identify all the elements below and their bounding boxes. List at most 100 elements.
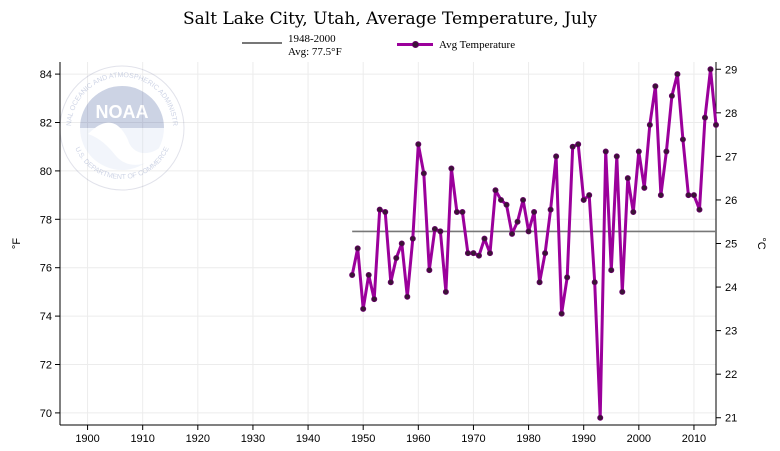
data-point [492,187,499,194]
axis-labels: 1900 1910 1920 1930 1940 1950 1960 1970 1980 1990… [11,64,767,445]
data-point [652,83,659,90]
data-point [387,279,394,286]
data-point [542,250,549,257]
data-point [464,250,471,257]
x-tick-label: 2000 [627,433,651,445]
data-point [404,293,411,300]
data-point [360,305,367,312]
data-point [707,66,714,73]
data-point [690,192,697,199]
data-point [619,288,626,295]
data-point [608,267,615,274]
data-point [498,196,505,203]
data-point [674,71,681,78]
x-tick-label: 2010 [682,433,706,445]
data-point [641,184,648,191]
y2-tick-label: 21 [725,413,737,425]
legend-series-label: Avg Temperature [439,39,516,51]
data-point [602,148,609,155]
data-point [646,121,653,128]
data-point [349,271,356,278]
grid [60,62,716,425]
data-point [657,192,664,199]
data-point [635,148,642,155]
data-point [415,141,422,148]
data-point [597,414,604,421]
data-point [486,250,493,257]
x-tick-label: 1940 [296,433,320,445]
data-point [569,143,576,150]
legend-baseline-swatch [242,42,282,44]
data-point [547,206,554,213]
data-point [453,209,460,216]
data-point [459,209,466,216]
data-point [431,225,438,232]
x-tick-label: 1930 [241,433,265,445]
x-tick-label: 1900 [75,433,99,445]
y-tick-label: 76 [40,263,52,275]
legend-baseline-label: 1948-2000 [288,33,336,45]
y2-tick-label: 22 [725,369,737,381]
noaa-logo-text: NOAA [96,102,149,122]
data-point [426,267,433,274]
y-tick-label: 72 [40,360,52,372]
legend-series-entry[interactable]: Avg Temperature [397,37,557,53]
x-tick-label: 1990 [571,433,595,445]
data-point [580,196,587,203]
data-point [668,92,675,99]
data-point [696,206,703,213]
y2-tick-label: 27 [725,151,737,163]
data-point [514,218,521,225]
data-point [376,206,383,213]
data-point [509,230,516,237]
y2-tick-label: 28 [725,108,737,120]
data-point [685,192,692,199]
y-tick-label: 80 [40,166,52,178]
x-tick-label: 1960 [406,433,430,445]
data-point [586,192,593,199]
y-tick-label: 82 [40,118,52,130]
x-tick-label: 1920 [186,433,210,445]
legend-series-marker [412,41,419,48]
data-point [624,175,631,182]
data-point [520,196,527,203]
legend-baseline-avg-label: Avg: 77.5°F [288,46,342,58]
x-tick-label: 1910 [130,433,154,445]
y2-axis-title: °C [755,237,767,249]
chart-title: Salt Lake City, Utah, Average Temperatur… [183,9,597,29]
temperature-series [349,66,720,421]
legend-baseline-entry[interactable]: 1948-2000 Avg: 77.5°F [240,33,400,63]
y2-tick-label: 23 [725,326,737,338]
x-tick-label: 1970 [461,433,485,445]
data-point [442,288,449,295]
data-point [448,165,455,172]
data-point [679,136,686,143]
y-tick-label: 74 [40,311,52,323]
data-point [470,250,477,257]
data-point [701,114,708,121]
data-point [575,141,582,148]
y-axis-title: °F [11,238,23,249]
x-tick-label: 1950 [351,433,375,445]
data-point [382,209,389,216]
series-line [350,67,718,420]
y2-tick-label: 24 [725,282,737,294]
data-point [613,153,620,160]
data-point [409,235,416,242]
data-point [536,279,543,286]
data-point [663,148,670,155]
data-point [420,170,427,177]
data-point [393,255,400,262]
data-point [371,296,378,303]
data-point [713,121,720,128]
y2-tick-label: 26 [725,195,737,207]
data-point [437,228,444,235]
data-point [525,228,532,235]
data-point [475,252,482,259]
data-point [398,240,405,247]
x-tick-label: 1980 [516,433,540,445]
y-tick-label: 78 [40,214,52,226]
data-point [365,271,372,278]
